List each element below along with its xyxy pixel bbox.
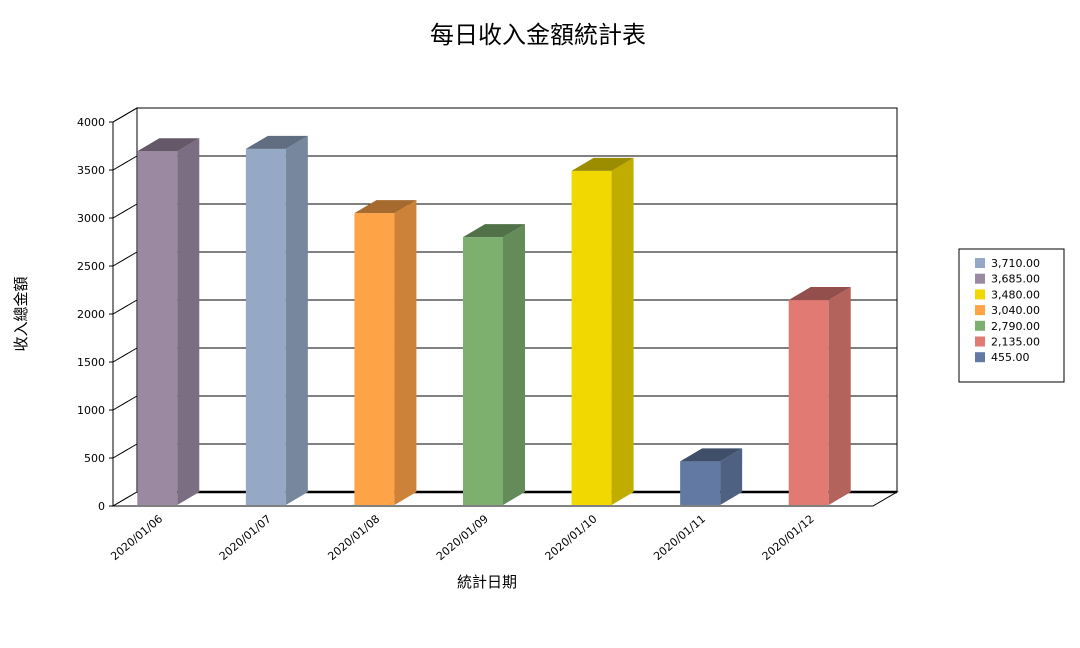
bar-top [137,138,200,152]
x-tick-label: 2020/01/06 [108,512,165,563]
legend-entry: 3,685.00 [975,273,1040,286]
y-axis: 0 500 1000 1500 2000 2500 3000 3500 4000 [77,116,114,513]
legend-entry: 3,040.00 [975,304,1040,317]
bar-top [680,448,743,462]
y-tick-label: 0 [98,500,105,513]
legend-swatch [975,258,985,268]
bars [137,135,851,506]
legend-entry: 2,790.00 [975,320,1040,333]
y-tick-label: 500 [84,452,105,465]
bar-front [463,237,503,505]
y-tick-label: 3000 [77,212,105,225]
gridline-side [112,299,138,315]
bar-side [503,224,525,505]
legend-swatch [975,336,985,347]
y-tick-label: 2500 [77,260,105,273]
gridline-side [112,251,138,267]
legend-label: 2,135.00 [991,336,1040,349]
y-tick-label: 2000 [77,308,105,321]
legend-swatch [975,352,985,363]
gridline-side [112,107,138,123]
legend-label: 455.00 [991,351,1030,364]
bar-top [354,200,417,214]
legend-swatch [975,305,985,316]
bar-front [137,151,178,506]
bar [245,135,308,505]
legend-entry: 3,480.00 [975,288,1040,301]
y-tick-label: 1500 [77,356,105,369]
bar-side [177,138,200,506]
bar-side [285,135,308,505]
bar [354,200,417,505]
chart-title: 每日收入金額統計表 [430,21,646,49]
bar [788,287,851,505]
bar [680,448,743,505]
x-tick-label: 2020/01/10 [543,512,600,563]
bar [137,138,200,506]
bar-front [680,461,721,505]
gridline-side [112,155,138,171]
legend-swatch [975,320,985,331]
legend-entry: 2,135.00 [975,336,1040,349]
bar-top [571,157,634,171]
bar-top [463,224,525,238]
gridline-side [112,203,138,219]
x-axis-title: 統計日期 [457,573,517,591]
x-axis: 2020/01/06 2020/01/07 2020/01/08 2020/01/09… [108,512,816,563]
y-axis-title: 收入總金額 [12,276,30,351]
x-tick-label: 2020/01/09 [434,512,491,563]
bar-front [788,300,829,505]
legend-swatch [975,273,985,284]
bar [463,224,525,505]
legend-label: 3,710.00 [991,257,1040,270]
x-tick-label: 2020/01/07 [217,512,274,563]
legend-swatch [975,289,985,300]
bar-front [571,170,612,506]
y-tick-label: 1000 [77,404,105,417]
legend-label: 3,480.00 [991,288,1040,301]
x-tick-label: 2020/01/11 [651,512,708,563]
gridline-side [112,347,138,363]
x-tick-label: 2020/01/08 [325,512,382,563]
bar-side [828,287,851,505]
legend-entry: 3,710.00 [975,257,1040,270]
gridline-side [112,443,138,459]
legend-label: 2,790.00 [991,320,1040,333]
bar-front [245,148,286,505]
bar-top [788,287,851,301]
y-tick-label: 4000 [77,116,105,129]
bar-top [245,135,308,149]
legend: 3,710.00 3,685.00 3,480.00 3,040.00 2,790.00… [958,248,1065,383]
bar-side [611,157,634,506]
bar-front [354,213,395,505]
y-tick-label: 3500 [77,164,105,177]
legend-label: 3,685.00 [991,273,1040,286]
x-tick-label: 2020/01/12 [760,512,817,563]
legend-label: 3,040.00 [991,304,1040,317]
bar-side [394,200,417,505]
bar-side [720,448,743,505]
legend-entry: 455.00 [975,351,1030,364]
gridline-side [112,395,138,411]
bar [571,157,634,506]
